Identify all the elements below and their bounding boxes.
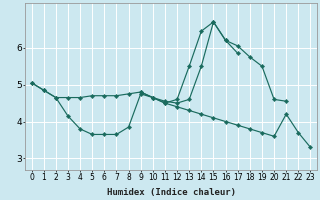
X-axis label: Humidex (Indice chaleur): Humidex (Indice chaleur) [107, 188, 236, 197]
